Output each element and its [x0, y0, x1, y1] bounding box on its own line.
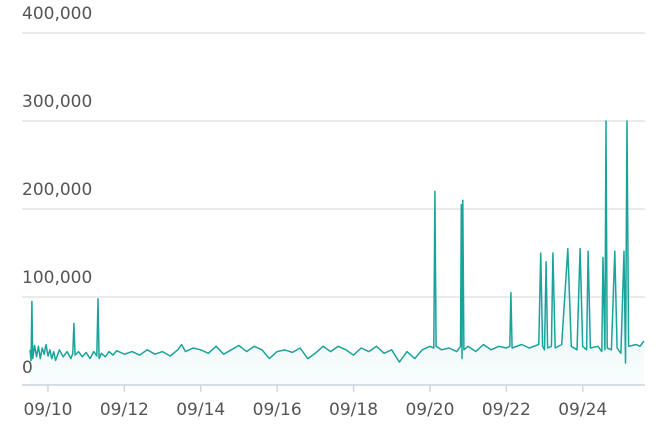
y-tick-label: 300,000	[22, 92, 92, 112]
y-tick-label: 400,000	[22, 4, 92, 24]
area	[30, 121, 644, 385]
x-tick-label: 09/10	[23, 400, 72, 420]
line	[29, 120, 645, 364]
y-tick-label: 0	[22, 358, 33, 378]
x-tick-label: 09/22	[482, 400, 531, 420]
y-tick-label: 100,000	[22, 268, 92, 288]
y-tick-label: 200,000	[22, 180, 92, 200]
x-tick-label: 09/16	[253, 400, 302, 420]
x-tick-label: 09/12	[100, 400, 149, 420]
x-tick-label: 09/18	[329, 400, 378, 420]
x-tick-label: 09/14	[176, 400, 225, 420]
x-tick-label: 09/20	[405, 400, 454, 420]
x-tick-label: 09/24	[558, 400, 607, 420]
